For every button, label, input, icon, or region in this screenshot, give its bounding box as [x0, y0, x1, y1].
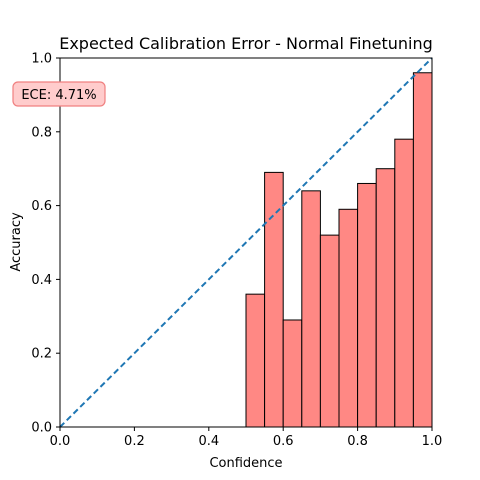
x-tick-label-5: 1.0 [422, 434, 443, 449]
x-tick-label-4: 0.8 [347, 434, 368, 449]
calibration-bar-5 [338, 208, 359, 428]
ece-annotation-box [12, 81, 106, 107]
x-axis-label: Confidence [209, 456, 282, 471]
calibration-bar-0 [245, 293, 266, 428]
calibration-bar-1 [264, 171, 284, 428]
plot-frame [59, 57, 433, 428]
y-tick-label-2: 0.4 [31, 273, 52, 288]
y-axis-ticks: 0.0 0.2 0.4 0.6 0.8 1.0 [31, 52, 60, 436]
y-tick-label-1: 0.2 [31, 347, 52, 362]
ece-annotation: ECE: 4.71% [12, 81, 106, 107]
x-tick-label-1: 0.2 [124, 434, 145, 449]
y-tick-label-3: 0.6 [31, 199, 52, 214]
calibration-bar-6 [357, 182, 377, 428]
calibration-bar-9 [412, 72, 433, 428]
y-tick-label-5: 1.0 [31, 52, 52, 67]
bars-group [245, 72, 433, 428]
calibration-bar-7 [375, 168, 396, 428]
calibration-bar-2 [282, 319, 303, 428]
x-axis-ticks: 0.0 0.2 0.4 0.6 0.8 1.0 [50, 427, 443, 449]
calibration-bar-8 [394, 138, 414, 428]
y-tick-label-4: 0.8 [31, 125, 52, 140]
x-tick-label-3: 0.6 [273, 434, 294, 449]
calibration-bar-3 [301, 190, 321, 428]
calibration-bar-4 [319, 234, 340, 428]
x-tick-label-2: 0.4 [198, 434, 219, 449]
perfect-calibration-line [59, 57, 433, 428]
chart-title: Expected Calibration Error - Normal Fine… [59, 34, 433, 53]
ece-annotation-text: ECE: 4.71% [21, 88, 96, 103]
x-tick-label-0: 0.0 [50, 434, 71, 449]
y-tick-label-0: 0.0 [31, 421, 52, 436]
y-axis-label: Accuracy [9, 212, 24, 272]
